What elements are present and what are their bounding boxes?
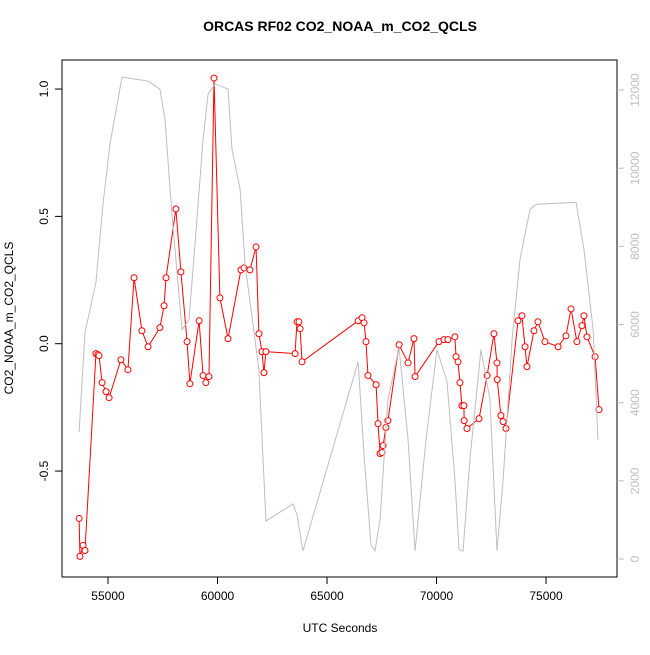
- data-point: [460, 417, 468, 425]
- data-point: [490, 330, 498, 338]
- data-point: [562, 332, 570, 340]
- data-point: [81, 547, 89, 555]
- data-point: [224, 335, 232, 343]
- data-point: [595, 406, 603, 414]
- data-point: [186, 380, 194, 388]
- data-point: [195, 317, 203, 325]
- data-point: [378, 448, 386, 456]
- data-point: [534, 318, 542, 326]
- data-point: [117, 356, 125, 364]
- data-point: [395, 341, 403, 349]
- data-point: [296, 325, 304, 333]
- data-point: [252, 243, 260, 251]
- x-tick-label: 55000: [91, 589, 125, 603]
- data-point: [456, 379, 464, 387]
- data-point: [216, 294, 224, 302]
- data-point: [372, 381, 380, 389]
- y-axis-label: CO2_NOAA_m_CO2_QCLS: [2, 242, 16, 395]
- y-tick-label: 1.0: [37, 80, 51, 97]
- data-point: [541, 338, 549, 346]
- x-tick-label: 75000: [529, 589, 563, 603]
- x-tick-label: 60000: [201, 589, 235, 603]
- data-point: [573, 338, 581, 346]
- data-point: [493, 376, 501, 384]
- data-point: [95, 352, 103, 360]
- y2-tick-label: 0: [628, 555, 642, 562]
- data-point: [202, 379, 210, 387]
- x-axis-label: UTC Seconds: [303, 621, 378, 635]
- data-point: [295, 318, 303, 326]
- data-point: [454, 358, 462, 366]
- data-point: [105, 394, 113, 402]
- data-point: [444, 336, 452, 344]
- data-point: [580, 312, 588, 320]
- data-point: [210, 74, 218, 82]
- y2-tick-label: 10000: [628, 151, 642, 185]
- data-point: [499, 418, 507, 426]
- data-point: [298, 358, 306, 366]
- data-point: [98, 379, 106, 387]
- data-point: [460, 402, 468, 410]
- data-point: [362, 338, 370, 346]
- data-point: [76, 552, 84, 560]
- data-point: [262, 348, 270, 356]
- data-point: [199, 372, 207, 380]
- data-point: [521, 343, 529, 351]
- data-point: [578, 322, 586, 330]
- y-tick-label: 0.0: [37, 335, 51, 352]
- data-point: [260, 369, 268, 377]
- chart-title: ORCAS RF02 CO2_NOAA_m_CO2_QCLS: [203, 18, 477, 34]
- data-point: [404, 359, 412, 367]
- data-point: [75, 514, 83, 522]
- plot-frame: [61, 59, 618, 578]
- data-point: [384, 417, 392, 425]
- data-point: [554, 343, 562, 351]
- data-point: [162, 274, 170, 282]
- data-point: [411, 373, 419, 381]
- data-point: [177, 268, 185, 276]
- data-point: [364, 372, 372, 380]
- data-point: [493, 359, 501, 367]
- data-point: [475, 415, 483, 423]
- data-point: [183, 338, 191, 346]
- data-point: [102, 388, 110, 396]
- x-tick-label: 70000: [420, 589, 454, 603]
- y2-tick-label: 4000: [628, 389, 642, 416]
- data-point: [130, 274, 138, 282]
- y2-tick-label: 12000: [628, 73, 642, 107]
- data-point: [583, 333, 591, 341]
- data-point: [518, 312, 526, 320]
- y2-tick-label: 8000: [628, 233, 642, 260]
- data-point: [138, 327, 146, 335]
- data-point: [591, 353, 599, 361]
- y2-tick-label: 2000: [628, 467, 642, 494]
- data-point: [523, 363, 531, 371]
- y-tick-label: 0.5: [37, 208, 51, 225]
- data-point: [374, 420, 382, 428]
- data-point: [124, 366, 132, 374]
- series-line: [78, 76, 599, 553]
- data-point: [144, 343, 152, 351]
- data-point: [205, 373, 213, 381]
- data-point: [514, 317, 522, 325]
- data-point: [530, 327, 538, 335]
- data-point: [160, 302, 168, 310]
- x-tick-label: 65000: [310, 589, 344, 603]
- data-point: [156, 324, 164, 332]
- data-point: [246, 266, 254, 274]
- data-point: [497, 412, 505, 420]
- data-point: [255, 330, 263, 338]
- data-point: [291, 350, 299, 358]
- data-point: [360, 319, 368, 327]
- y2-tick-label: 6000: [628, 311, 642, 338]
- data-point: [172, 205, 180, 213]
- data-point: [463, 425, 471, 433]
- data-point: [410, 335, 418, 343]
- data-point: [451, 333, 459, 341]
- y-tick-label: -0.5: [37, 460, 51, 481]
- data-point: [567, 305, 575, 313]
